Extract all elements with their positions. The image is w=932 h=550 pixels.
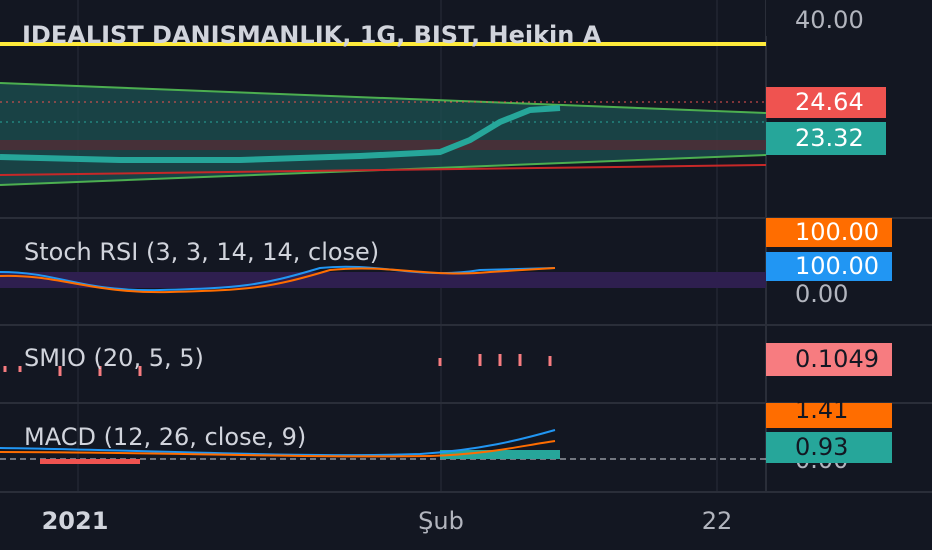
signal-line: [0, 440, 556, 458]
chart-title: IDEALIST DANISMANLIK, 1G, BIST, Heikin A: [22, 21, 602, 49]
macd-line: [0, 429, 556, 457]
value-tag: [766, 403, 892, 428]
value-tag: [766, 252, 892, 281]
axis-mask: [766, 0, 932, 36]
indicator-label: SMIO (20, 5, 5): [24, 344, 204, 372]
price-label: 40.00: [795, 6, 864, 34]
histogram: [40, 459, 140, 464]
value-tag: [766, 432, 892, 463]
price-tag: [766, 87, 886, 118]
time-label: 22: [702, 507, 733, 535]
value-label: 100.00: [795, 218, 879, 246]
value-label: 0.1049: [795, 345, 879, 373]
value-label: 100.00: [795, 252, 879, 280]
price-label: 23.32: [795, 124, 864, 152]
candles: [0, 105, 561, 163]
value-label: 0.93: [795, 433, 848, 461]
indicator-label: Stoch RSI (3, 3, 14, 14, close): [24, 238, 379, 266]
time-label: Şub: [418, 507, 464, 535]
price-label: 24.64: [795, 88, 864, 116]
axis-label: 0.00: [795, 280, 848, 308]
channel-top: [0, 82, 767, 114]
indicator-label: MACD (12, 26, close, 9): [24, 423, 306, 451]
zone: [0, 140, 766, 150]
band: [0, 272, 766, 288]
value-label: 1.41: [795, 396, 848, 424]
time-label: 2021: [42, 507, 109, 535]
d-line: [0, 267, 556, 294]
value-tag: [766, 218, 892, 247]
histogram: [440, 450, 560, 459]
histogram: [3, 354, 552, 376]
price-tag: [766, 122, 886, 155]
trend-line: [0, 164, 767, 176]
value-tag: [766, 343, 892, 376]
